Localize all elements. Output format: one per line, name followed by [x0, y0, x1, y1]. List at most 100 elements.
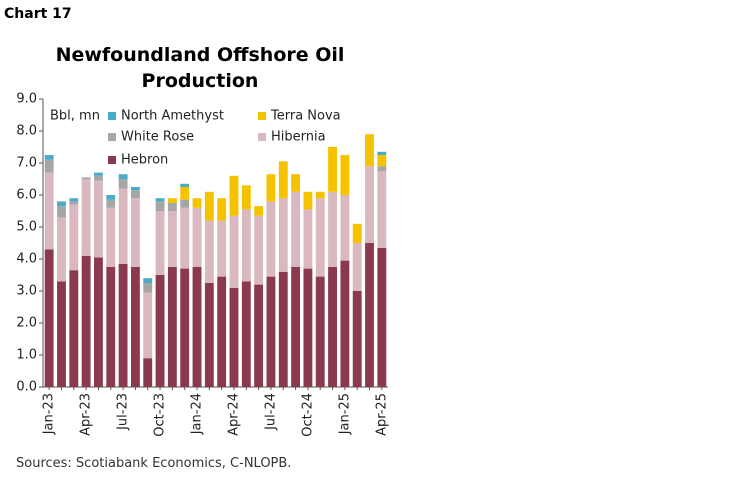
bar-segment — [241, 185, 251, 210]
bar-segment — [315, 276, 325, 387]
bar-segment — [180, 207, 190, 269]
bar-segment — [57, 206, 66, 218]
bar-segment — [81, 179, 91, 256]
bar-segment — [365, 166, 374, 243]
bar-segment — [328, 147, 337, 192]
bar-segment — [352, 223, 362, 243]
bar-segment — [106, 267, 116, 387]
y-axis-label: Bbl, mn — [50, 109, 100, 124]
bar-segment — [130, 190, 140, 199]
bar-segment — [167, 203, 177, 211]
bar-segment — [130, 198, 140, 267]
bar-segment — [180, 183, 190, 187]
bar-segment — [278, 271, 288, 387]
legend-swatch — [108, 112, 116, 120]
bar-segment — [278, 161, 288, 199]
bar-segment — [167, 211, 177, 267]
bar-segment — [328, 191, 337, 267]
bar-segment — [241, 209, 251, 282]
bar-segment — [118, 179, 128, 189]
legend-swatch — [108, 156, 116, 164]
bar-segment — [328, 267, 337, 387]
chart-label: Chart 17 — [4, 6, 72, 22]
bar-segment — [94, 172, 103, 176]
bar-segment — [192, 267, 202, 387]
bar-segment — [340, 195, 350, 261]
y-tick-label: 3.0 — [16, 284, 37, 299]
legend-label: White Rose — [121, 130, 194, 145]
bar-segment — [118, 188, 128, 264]
x-tick-label: Jul-24 — [263, 393, 278, 431]
x-tick-label: Jan-23 — [42, 393, 57, 435]
bar-segment — [217, 276, 227, 387]
bar-segment — [377, 247, 387, 387]
bar-segment — [217, 198, 227, 221]
bar-segment — [315, 198, 325, 277]
bar-segment — [118, 263, 128, 387]
bar-segment — [81, 177, 91, 179]
bar-segment — [155, 198, 165, 202]
y-tick-label: 5.0 — [16, 220, 37, 235]
source-note: Sources: Scotiabank Economics, C-NLOPB. — [16, 456, 292, 471]
y-tick-label: 7.0 — [16, 156, 37, 171]
bar-segment — [291, 267, 301, 387]
x-tick-label: Apr-23 — [79, 393, 94, 436]
bar-segment — [229, 175, 239, 216]
bar-segment — [106, 199, 116, 208]
bar-segment — [266, 276, 276, 387]
bar-segment — [315, 191, 325, 199]
bar-segment — [204, 220, 214, 283]
bar-segment — [204, 191, 214, 221]
bar-segment — [143, 358, 153, 387]
bar-segment — [44, 155, 54, 160]
bar-segment — [192, 207, 202, 267]
bar-segment — [204, 283, 214, 387]
bar-segment — [130, 187, 140, 191]
bar-segment — [167, 198, 177, 203]
y-tick-label: 8.0 — [16, 124, 37, 139]
bar-segment — [143, 283, 153, 293]
bar-segment — [254, 215, 264, 285]
bar-segment — [155, 211, 165, 275]
bar-segment — [180, 268, 190, 387]
bar-segment — [303, 209, 313, 269]
x-tick-label: Jan-24 — [190, 393, 205, 435]
bar-segment — [278, 198, 288, 272]
legend-label: Hibernia — [271, 130, 326, 145]
bar-segment — [57, 281, 66, 387]
bar-segment — [130, 267, 140, 387]
bar-segment — [352, 243, 362, 291]
x-tick-label: Jul-23 — [116, 393, 131, 431]
bar-segment — [94, 180, 103, 258]
bar-segment — [254, 284, 264, 387]
bar-segment — [365, 134, 374, 167]
x-tick-label: Jan-25 — [337, 393, 352, 435]
chart-title: Newfoundland Offshore Oil Production — [55, 44, 345, 92]
bar-segment — [266, 174, 276, 202]
legend-label: Hebron — [121, 153, 168, 168]
legend-label: North Amethyst — [121, 109, 224, 124]
bar-segment — [44, 249, 54, 387]
bar-segment — [106, 207, 116, 267]
bar-segment — [303, 268, 313, 387]
bar-segment — [303, 191, 313, 210]
bar-segment — [44, 172, 54, 250]
bar-segment — [69, 201, 79, 205]
y-tick-label: 0.0 — [16, 380, 37, 395]
bar-segment — [192, 198, 202, 208]
bar-segment — [241, 281, 251, 387]
bar-segment — [180, 199, 190, 208]
bar-segment — [365, 243, 374, 387]
bar-segment — [118, 174, 128, 179]
x-tick-label: Apr-25 — [374, 393, 389, 436]
x-tick-label: Apr-24 — [226, 393, 241, 436]
bar-segment — [57, 217, 66, 282]
y-tick-label: 6.0 — [16, 188, 37, 203]
bar-segment — [180, 187, 190, 200]
legend-swatch — [108, 133, 116, 141]
bar-segment — [44, 159, 54, 173]
bar-segment — [69, 198, 79, 202]
bar-segment — [94, 175, 103, 181]
bar-segment — [94, 257, 103, 387]
